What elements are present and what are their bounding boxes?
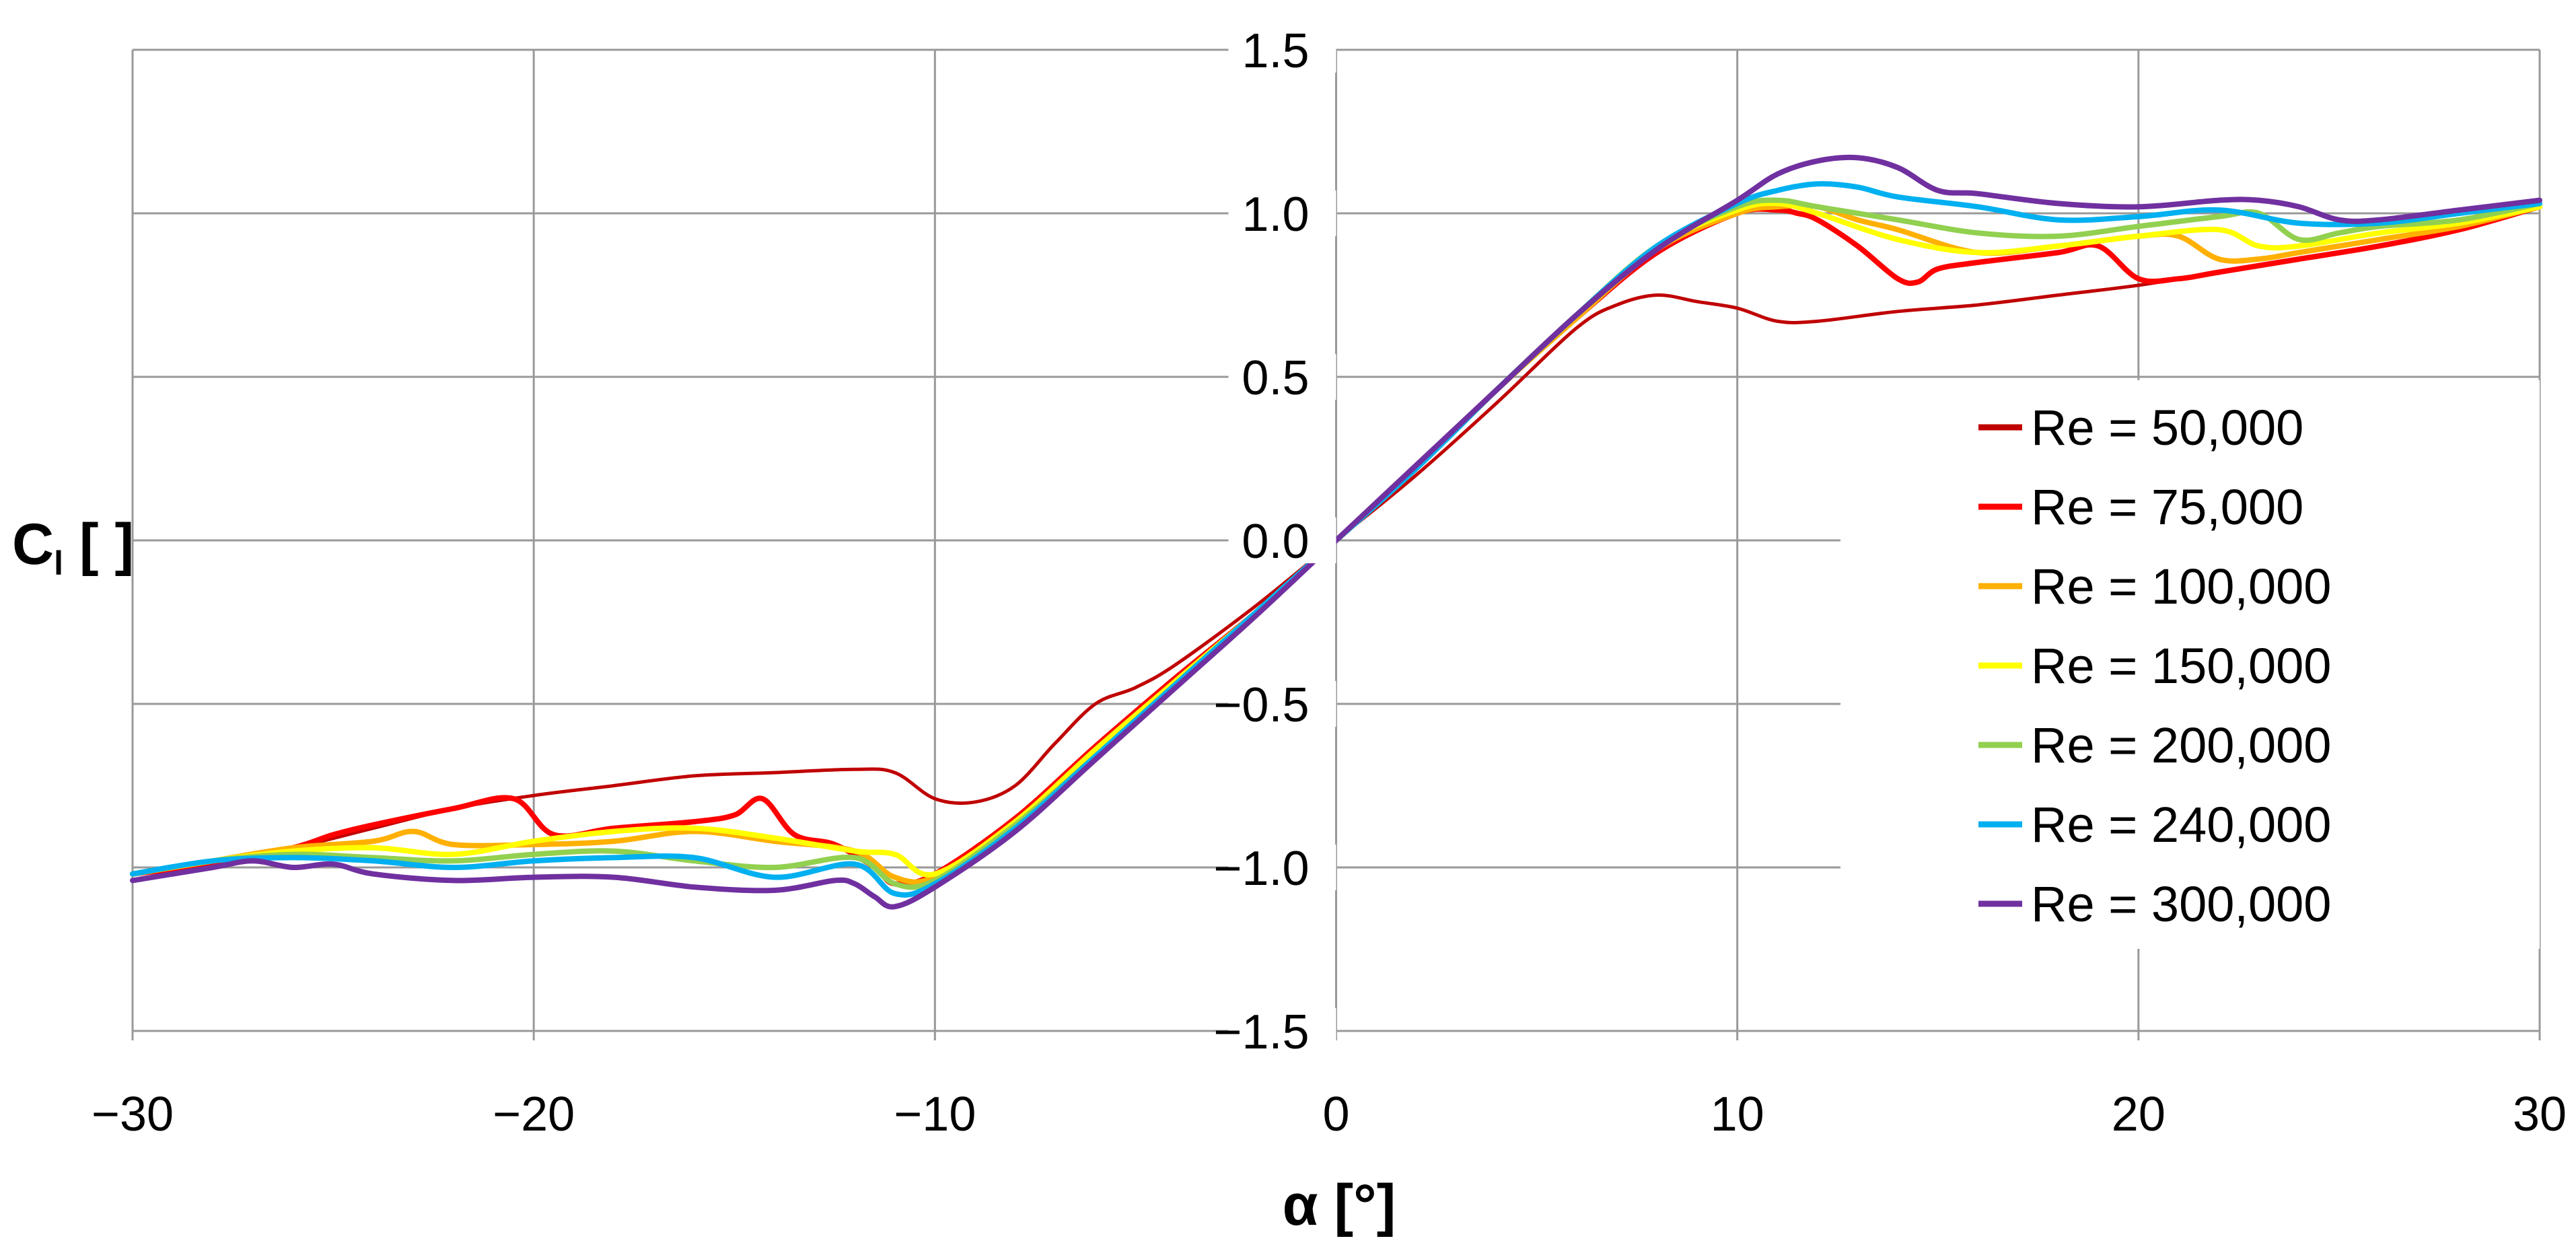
- y-tick-label-4: −0.5: [1213, 678, 1309, 732]
- y-tick-label-1: 1.0: [1242, 188, 1309, 242]
- y-tick-label-bg-5: [1228, 845, 1336, 890]
- x-tick-label-5: 20: [2112, 1087, 2166, 1141]
- legend-label-2: Re = 100,000: [2031, 559, 2331, 614]
- x-tick-label-1: −20: [493, 1087, 575, 1141]
- y-tick-label-5: −1.0: [1213, 842, 1309, 896]
- legend: Re = 50,000 Re = 75,000 Re = 100,000 Re = 1…: [1840, 380, 2540, 949]
- x-tick-label-3: 0: [1322, 1087, 1349, 1141]
- legend-label-6: Re = 300,000: [2031, 876, 2331, 932]
- legend-label-4: Re = 200,000: [2031, 717, 2331, 773]
- y-tick-label-bg-6: [1228, 1008, 1336, 1054]
- legend-label-0: Re = 50,000: [2031, 400, 2303, 456]
- x-tick-label-0: −30: [92, 1087, 174, 1141]
- x-tick-label-6: 30: [2513, 1087, 2567, 1141]
- legend-label-1: Re = 75,000: [2031, 479, 2303, 535]
- y-axis-title-main: C: [12, 512, 54, 577]
- y-tick-label-6: −1.5: [1213, 1005, 1309, 1059]
- x-tick-labels: −30 −20 −10 0 10 20 30: [92, 1087, 2567, 1141]
- legend-label-5: Re = 240,000: [2031, 797, 2331, 853]
- y-tick-label-bg-4: [1228, 681, 1336, 727]
- y-tick-label-bg-1: [1228, 190, 1336, 236]
- y-axis-title: Cl [ ]: [12, 512, 134, 582]
- y-tick-labels: 1.5 1.0 0.5 0.0 −0.5 −1.0 −1.5: [1213, 24, 1336, 1059]
- x-tick-label-2: −10: [894, 1087, 976, 1141]
- y-axis-title-subscript: l: [54, 544, 63, 582]
- y-tick-label-bg-3: [1228, 517, 1336, 563]
- y-tick-label-0: 1.5: [1242, 24, 1309, 78]
- x-tick-label-4: 10: [1711, 1087, 1764, 1141]
- y-tick-label-bg-0: [1228, 27, 1336, 73]
- x-axis-title: α [°]: [1283, 1173, 1396, 1238]
- y-tick-label-3: 0.0: [1242, 515, 1309, 569]
- legend-label-3: Re = 150,000: [2031, 638, 2331, 694]
- y-axis-title-unit: [ ]: [63, 512, 134, 577]
- legend-background: [1840, 380, 2540, 949]
- y-tick-label-bg-2: [1228, 354, 1336, 400]
- y-tick-label-2: 0.5: [1242, 351, 1309, 405]
